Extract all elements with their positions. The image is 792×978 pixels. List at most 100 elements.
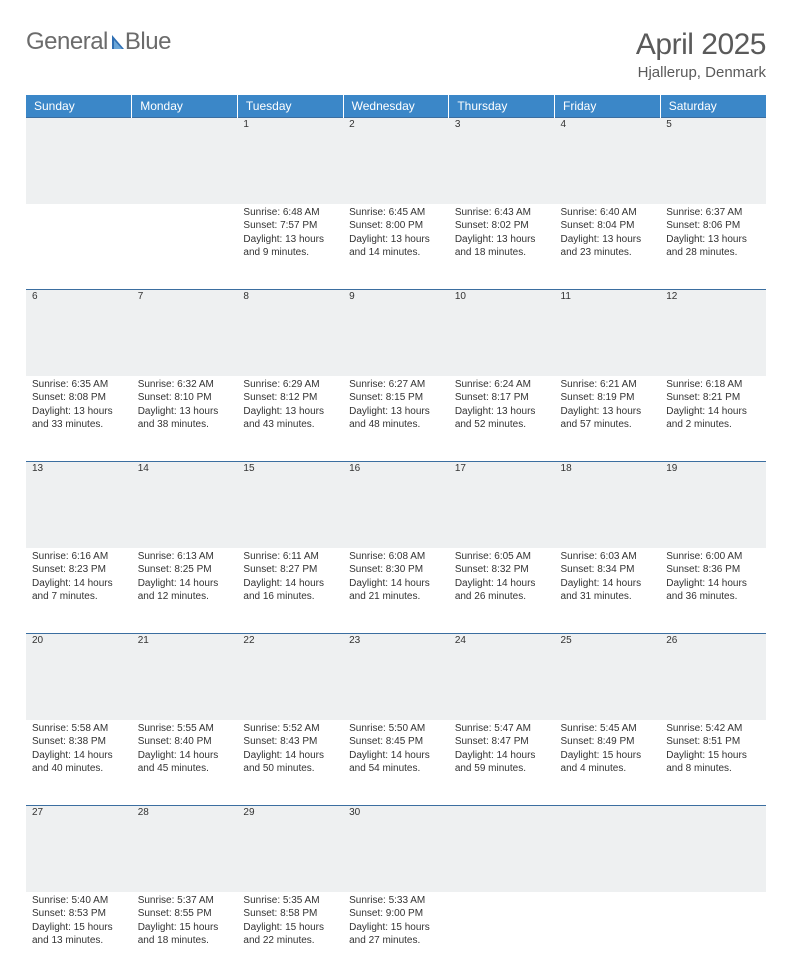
day-cell: Sunrise: 6:18 AMSunset: 8:21 PMDaylight:… [660, 376, 766, 462]
daylight-text: and 9 minutes. [243, 246, 337, 260]
day-cell [449, 892, 555, 978]
daylight-text: Daylight: 14 hours [349, 577, 443, 591]
sunset-text: Sunset: 8:53 PM [32, 907, 126, 921]
day-number-cell: 13 [26, 462, 132, 548]
daylight-text: Daylight: 13 hours [243, 405, 337, 419]
daylight-text: and 43 minutes. [243, 418, 337, 432]
sunset-text: Sunset: 8:19 PM [561, 391, 655, 405]
daynum-row: 27282930 [26, 806, 766, 892]
day-number-cell: 29 [237, 806, 343, 892]
day-number-cell: 27 [26, 806, 132, 892]
sunrise-text: Sunrise: 6:48 AM [243, 206, 337, 220]
sunrise-text: Sunrise: 5:37 AM [138, 894, 232, 908]
daynum-row: 6789101112 [26, 290, 766, 376]
day-number-cell: 3 [449, 118, 555, 204]
day-cell: Sunrise: 5:52 AMSunset: 8:43 PMDaylight:… [237, 720, 343, 806]
sunset-text: Sunset: 8:15 PM [349, 391, 443, 405]
content-row: Sunrise: 5:40 AMSunset: 8:53 PMDaylight:… [26, 892, 766, 978]
daylight-text: and 4 minutes. [561, 762, 655, 776]
day-cell: Sunrise: 6:40 AMSunset: 8:04 PMDaylight:… [555, 204, 661, 290]
sunset-text: Sunset: 8:34 PM [561, 563, 655, 577]
day-cell: Sunrise: 6:16 AMSunset: 8:23 PMDaylight:… [26, 548, 132, 634]
day-number-cell: 19 [660, 462, 766, 548]
sunrise-text: Sunrise: 6:08 AM [349, 550, 443, 564]
day-cell: Sunrise: 5:55 AMSunset: 8:40 PMDaylight:… [132, 720, 238, 806]
daylight-text: and 21 minutes. [349, 590, 443, 604]
day-number-cell: 23 [343, 634, 449, 720]
day-cell: Sunrise: 6:08 AMSunset: 8:30 PMDaylight:… [343, 548, 449, 634]
daylight-text: and 33 minutes. [32, 418, 126, 432]
daylight-text: Daylight: 13 hours [455, 405, 549, 419]
day-cell: Sunrise: 6:13 AMSunset: 8:25 PMDaylight:… [132, 548, 238, 634]
daylight-text: and 8 minutes. [666, 762, 760, 776]
day-cell [132, 204, 238, 290]
daylight-text: and 13 minutes. [32, 934, 126, 948]
day-number-cell [660, 806, 766, 892]
daylight-text: Daylight: 14 hours [32, 749, 126, 763]
content-row: Sunrise: 6:16 AMSunset: 8:23 PMDaylight:… [26, 548, 766, 634]
sunrise-text: Sunrise: 6:29 AM [243, 378, 337, 392]
sunset-text: Sunset: 8:08 PM [32, 391, 126, 405]
sunrise-text: Sunrise: 5:52 AM [243, 722, 337, 736]
daynum-row: 13141516171819 [26, 462, 766, 548]
day-number-cell: 25 [555, 634, 661, 720]
daylight-text: Daylight: 14 hours [666, 405, 760, 419]
daylight-text: and 48 minutes. [349, 418, 443, 432]
weekday-header: Sunday [26, 95, 132, 118]
daylight-text: Daylight: 15 hours [561, 749, 655, 763]
daylight-text: Daylight: 13 hours [561, 233, 655, 247]
day-cell: Sunrise: 5:50 AMSunset: 8:45 PMDaylight:… [343, 720, 449, 806]
daylight-text: Daylight: 13 hours [349, 405, 443, 419]
logo-text-1: General [26, 28, 108, 56]
day-cell [26, 204, 132, 290]
day-number-cell: 20 [26, 634, 132, 720]
day-number-cell: 26 [660, 634, 766, 720]
daylight-text: Daylight: 13 hours [138, 405, 232, 419]
day-cell: Sunrise: 5:42 AMSunset: 8:51 PMDaylight:… [660, 720, 766, 806]
day-number-cell: 1 [237, 118, 343, 204]
day-cell: Sunrise: 5:37 AMSunset: 8:55 PMDaylight:… [132, 892, 238, 978]
day-number-cell: 28 [132, 806, 238, 892]
daylight-text: and 18 minutes. [455, 246, 549, 260]
sunset-text: Sunset: 8:55 PM [138, 907, 232, 921]
day-number-cell: 14 [132, 462, 238, 548]
header: General Blue April 2025 Hjallerup, Denma… [26, 28, 766, 81]
sunset-text: Sunset: 8:30 PM [349, 563, 443, 577]
day-number-cell: 21 [132, 634, 238, 720]
calendar-table: Sunday Monday Tuesday Wednesday Thursday… [26, 95, 766, 978]
daylight-text: Daylight: 15 hours [32, 921, 126, 935]
sunrise-text: Sunrise: 6:43 AM [455, 206, 549, 220]
day-cell: Sunrise: 6:43 AMSunset: 8:02 PMDaylight:… [449, 204, 555, 290]
day-number-cell: 16 [343, 462, 449, 548]
daylight-text: and 38 minutes. [138, 418, 232, 432]
daylight-text: and 16 minutes. [243, 590, 337, 604]
sunrise-text: Sunrise: 6:16 AM [32, 550, 126, 564]
daylight-text: and 28 minutes. [666, 246, 760, 260]
daylight-text: Daylight: 13 hours [243, 233, 337, 247]
sunrise-text: Sunrise: 5:47 AM [455, 722, 549, 736]
sunrise-text: Sunrise: 6:45 AM [349, 206, 443, 220]
day-number-cell [26, 118, 132, 204]
daylight-text: Daylight: 14 hours [138, 577, 232, 591]
sunrise-text: Sunrise: 6:24 AM [455, 378, 549, 392]
day-number-cell: 2 [343, 118, 449, 204]
day-cell: Sunrise: 5:58 AMSunset: 8:38 PMDaylight:… [26, 720, 132, 806]
daylight-text: Daylight: 13 hours [666, 233, 760, 247]
daylight-text: and 23 minutes. [561, 246, 655, 260]
daylight-text: and 40 minutes. [32, 762, 126, 776]
daylight-text: Daylight: 15 hours [138, 921, 232, 935]
sunset-text: Sunset: 8:02 PM [455, 219, 549, 233]
daylight-text: Daylight: 15 hours [666, 749, 760, 763]
daylight-text: Daylight: 14 hours [455, 577, 549, 591]
content-row: Sunrise: 5:58 AMSunset: 8:38 PMDaylight:… [26, 720, 766, 806]
day-number-cell [132, 118, 238, 204]
daylight-text: and 12 minutes. [138, 590, 232, 604]
daynum-row: 12345 [26, 118, 766, 204]
day-cell: Sunrise: 6:24 AMSunset: 8:17 PMDaylight:… [449, 376, 555, 462]
sunrise-text: Sunrise: 6:35 AM [32, 378, 126, 392]
daylight-text: Daylight: 14 hours [32, 577, 126, 591]
sunset-text: Sunset: 8:17 PM [455, 391, 549, 405]
daylight-text: and 18 minutes. [138, 934, 232, 948]
daylight-text: Daylight: 14 hours [666, 577, 760, 591]
daylight-text: and 57 minutes. [561, 418, 655, 432]
